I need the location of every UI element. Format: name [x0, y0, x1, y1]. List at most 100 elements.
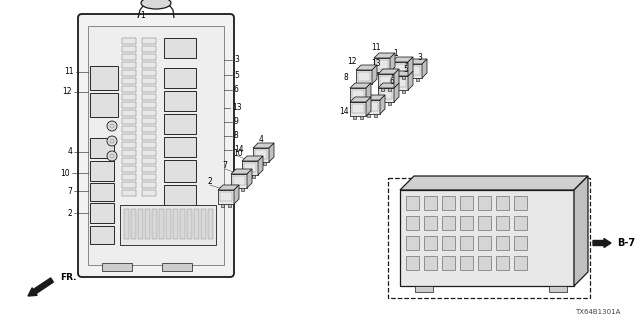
- Bar: [122, 182, 136, 188]
- Bar: [358, 72, 370, 81]
- Bar: [122, 126, 136, 132]
- Bar: [396, 76, 398, 79]
- Bar: [142, 78, 156, 84]
- Text: 1: 1: [394, 50, 398, 59]
- Bar: [380, 76, 392, 85]
- Text: 5: 5: [404, 66, 408, 75]
- Bar: [388, 102, 391, 105]
- Text: 3: 3: [417, 53, 422, 62]
- Polygon shape: [406, 59, 427, 64]
- Bar: [350, 102, 366, 116]
- Bar: [164, 68, 196, 88]
- Bar: [122, 46, 136, 52]
- Bar: [460, 256, 473, 270]
- Bar: [88, 26, 224, 265]
- Bar: [514, 236, 527, 250]
- Bar: [142, 182, 156, 188]
- Bar: [142, 166, 156, 172]
- Bar: [90, 203, 114, 223]
- Bar: [406, 236, 419, 250]
- Bar: [377, 72, 380, 75]
- Bar: [122, 38, 136, 44]
- Polygon shape: [242, 156, 263, 161]
- Polygon shape: [392, 71, 413, 76]
- Bar: [152, 209, 157, 239]
- Polygon shape: [231, 169, 252, 174]
- Text: 9: 9: [234, 117, 239, 126]
- Text: 7: 7: [223, 162, 227, 171]
- Bar: [90, 226, 114, 244]
- Bar: [356, 70, 372, 84]
- Polygon shape: [422, 59, 427, 78]
- Bar: [142, 38, 156, 44]
- Text: 5: 5: [234, 70, 239, 79]
- Bar: [228, 204, 231, 207]
- Text: 4: 4: [259, 135, 264, 145]
- Bar: [415, 78, 419, 81]
- Bar: [380, 90, 392, 99]
- Bar: [392, 76, 408, 90]
- Bar: [424, 196, 437, 210]
- Bar: [120, 205, 216, 245]
- Text: 2: 2: [207, 178, 212, 187]
- Bar: [366, 102, 378, 111]
- Text: 9: 9: [365, 85, 371, 94]
- Bar: [396, 90, 398, 93]
- Circle shape: [107, 136, 117, 146]
- Polygon shape: [350, 83, 371, 88]
- Bar: [122, 118, 136, 124]
- Bar: [122, 62, 136, 68]
- Bar: [138, 209, 143, 239]
- Polygon shape: [356, 65, 377, 70]
- Bar: [424, 216, 437, 230]
- Polygon shape: [380, 95, 385, 114]
- Bar: [164, 91, 196, 111]
- Bar: [164, 137, 196, 157]
- Bar: [496, 196, 509, 210]
- Bar: [350, 88, 366, 102]
- Bar: [142, 134, 156, 140]
- Bar: [364, 100, 380, 114]
- Text: 13: 13: [232, 103, 242, 113]
- Polygon shape: [247, 169, 252, 188]
- Polygon shape: [378, 83, 399, 88]
- Text: 2: 2: [67, 209, 72, 218]
- Polygon shape: [366, 83, 371, 102]
- Bar: [159, 209, 164, 239]
- Bar: [164, 114, 196, 134]
- Bar: [478, 196, 491, 210]
- Bar: [256, 162, 259, 165]
- Bar: [381, 102, 385, 105]
- Bar: [424, 256, 437, 270]
- Bar: [124, 209, 129, 239]
- Circle shape: [107, 151, 117, 161]
- Bar: [415, 286, 433, 292]
- Bar: [221, 204, 225, 207]
- Bar: [406, 196, 419, 210]
- Bar: [122, 174, 136, 180]
- Bar: [234, 188, 237, 191]
- Bar: [218, 190, 234, 204]
- Bar: [252, 175, 255, 178]
- Bar: [478, 216, 491, 230]
- Polygon shape: [218, 185, 239, 190]
- Bar: [388, 88, 391, 91]
- Bar: [381, 88, 385, 91]
- Text: 8: 8: [234, 132, 239, 140]
- Bar: [442, 196, 455, 210]
- Text: 6: 6: [234, 85, 239, 94]
- Bar: [142, 174, 156, 180]
- Bar: [460, 236, 473, 250]
- Bar: [241, 188, 244, 191]
- Bar: [187, 209, 192, 239]
- Bar: [122, 78, 136, 84]
- Bar: [164, 160, 196, 182]
- Polygon shape: [366, 97, 371, 116]
- Polygon shape: [392, 57, 413, 62]
- Text: B-7: B-7: [617, 238, 635, 248]
- Text: 14: 14: [339, 108, 349, 116]
- Bar: [142, 110, 156, 116]
- Bar: [496, 216, 509, 230]
- Polygon shape: [394, 69, 399, 88]
- Bar: [424, 236, 437, 250]
